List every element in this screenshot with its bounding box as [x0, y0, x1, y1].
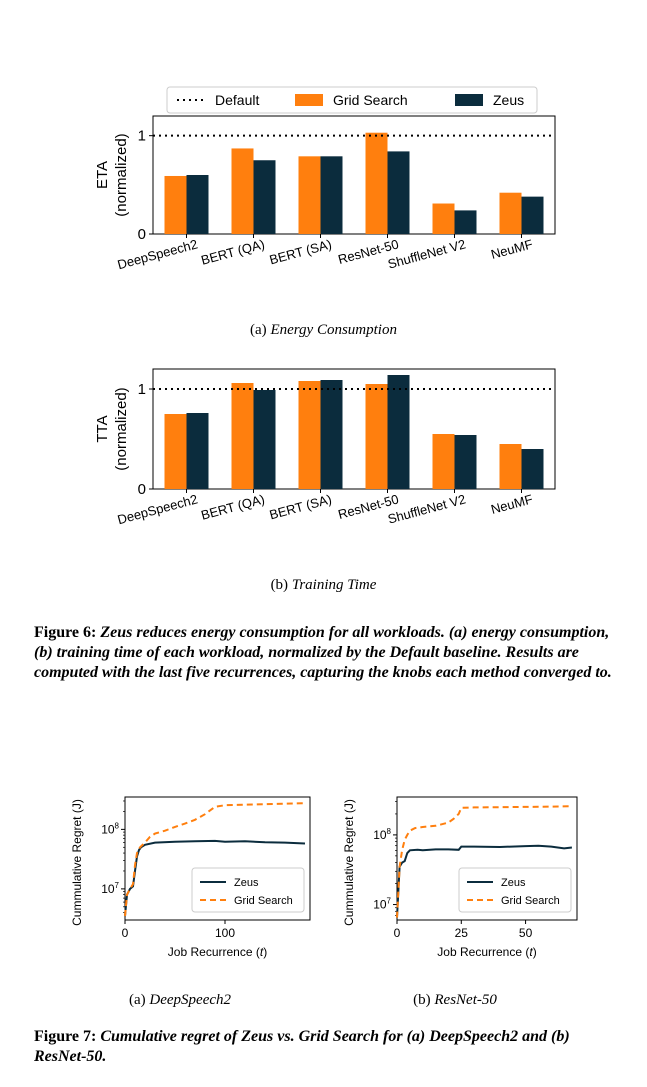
regret-charts: 107 108 0 100 Job Recurrence (t) Cummulative …	[70, 796, 578, 959]
x-tick-label: ShuffleNet V2	[386, 491, 467, 526]
bar-grid-search	[432, 434, 455, 489]
bar-grid-search	[499, 192, 522, 234]
y-axis-label: TTA	[94, 415, 111, 442]
bar-grid-search	[432, 203, 455, 234]
y-tick-label: 1	[138, 128, 146, 145]
series-line-grid-search	[124, 802, 306, 917]
x-tick-label: BERT (QA)	[199, 491, 266, 522]
figure7-caption: Figure 7: Cumulative regret of Zeus vs. …	[34, 1028, 570, 1065]
y-tick-label: 0	[138, 481, 146, 498]
y-axis-label: Cummulative Regret (J)	[342, 799, 356, 926]
legend-label: Zeus	[234, 877, 259, 889]
legend-label: Zeus	[501, 877, 526, 889]
x-tick-label: BERT (QA)	[199, 236, 266, 267]
x-tick-label: BERT (SA)	[268, 236, 334, 267]
bar-zeus	[521, 196, 544, 234]
bar-zeus	[387, 151, 410, 234]
plot-frame	[396, 796, 578, 921]
fig6-subcaption-b: (b) Training Time	[270, 577, 377, 593]
bar-zeus	[253, 160, 276, 234]
bar-zeus	[253, 390, 276, 489]
bar-zeus	[320, 156, 343, 234]
y-axis-label: (normalized)	[113, 387, 130, 470]
bar-zeus	[521, 449, 544, 489]
tta-chart: 0 1 TTA (normalized) DeepSpeech2 BERT (QA) BER…	[94, 368, 556, 527]
x-tick-label: DeepSpeech2	[116, 236, 199, 272]
legend-swatch-zeus	[455, 94, 483, 106]
bar-grid-search	[365, 132, 388, 234]
bar-zeus	[454, 210, 477, 234]
legend-label-grid: Grid Search	[333, 92, 408, 108]
x-tick-label: ShuffleNet V2	[386, 236, 467, 271]
bar-grid-search	[231, 383, 254, 489]
x-tick-label: 0	[122, 926, 129, 940]
bar-grid-search	[298, 381, 321, 489]
y-tick-label: 108	[101, 821, 119, 836]
x-tick-label: 0	[394, 926, 401, 940]
bar-grid-search	[231, 148, 254, 234]
x-axis-label: Job Recurrence (t)	[437, 945, 536, 959]
y-axis-label: Cummulative Regret (J)	[70, 799, 84, 926]
plot-frame	[152, 368, 556, 490]
fig7-subcaption-b: (b) ResNet-50	[413, 992, 497, 1008]
bar-zeus	[320, 380, 343, 489]
eta-chart: 0 1 ETA (normalized) DeepSpeech2 BERT (QA) BER…	[94, 86, 556, 272]
legend-label: Grid Search	[501, 895, 560, 907]
x-tick-label: DeepSpeech2	[116, 491, 199, 527]
bar-zeus	[387, 375, 410, 489]
y-tick-label: 107	[373, 897, 391, 912]
y-axis-label: ETA	[94, 161, 111, 189]
x-tick-label: BERT (SA)	[268, 491, 334, 522]
y-tick-label: 0	[138, 226, 146, 243]
legend-label: Grid Search	[234, 895, 293, 907]
x-axis-label: Job Recurrence (t)	[168, 945, 267, 959]
bar-grid-search	[164, 175, 187, 234]
legend-label-default: Default	[215, 92, 259, 108]
bar-grid-search	[499, 444, 522, 489]
x-tick-label: NeuMF	[489, 236, 534, 262]
x-tick-label: 100	[215, 926, 235, 940]
plot-frame	[152, 115, 556, 235]
fig7-subcaption-a: (a) DeepSpeech2	[128, 992, 232, 1008]
legend-swatch-grid	[295, 94, 323, 106]
x-tick-label: 25	[455, 926, 469, 940]
bar-grid-search	[365, 384, 388, 489]
series-line-grid-search	[396, 805, 572, 918]
y-tick-label: 1	[138, 381, 146, 398]
plot-frame	[124, 796, 311, 921]
y-tick-label: 108	[373, 827, 391, 842]
bar-zeus	[186, 175, 209, 234]
figure6-caption: Figure 6: Zeus reduces energy consumptio…	[34, 624, 612, 681]
bar-zeus	[186, 413, 209, 489]
x-tick-label: 50	[519, 926, 533, 940]
x-tick-label: NeuMF	[489, 491, 534, 517]
bar-grid-search	[164, 414, 187, 489]
y-axis-label: (normalized)	[113, 133, 130, 216]
series-line-zeus	[396, 844, 573, 918]
fig6-subcaption-a: (a) Energy Consumption	[250, 322, 397, 338]
bar-grid-search	[298, 156, 321, 234]
y-tick-label: 107	[101, 881, 119, 896]
legend-label-zeus: Zeus	[493, 92, 524, 108]
legend-box	[166, 86, 538, 114]
bar-zeus	[454, 435, 477, 489]
